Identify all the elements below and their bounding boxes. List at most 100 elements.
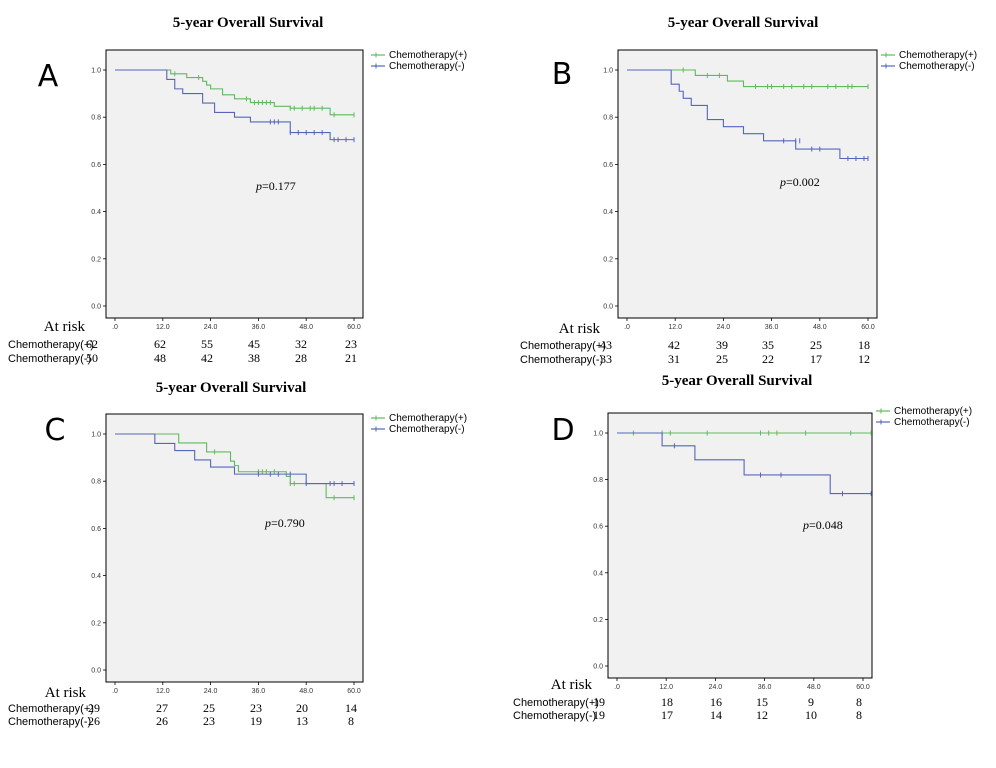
at-risk-count: 19 <box>593 708 605 722</box>
at-risk-count: 13 <box>296 714 308 728</box>
p-value-number: =0.177 <box>262 179 296 193</box>
at-risk-count: 31 <box>668 352 680 366</box>
p-value-number: =0.048 <box>809 518 843 532</box>
x-tick-label: .0 <box>112 688 118 695</box>
x-tick-label: 48.0 <box>813 324 827 331</box>
x-tick-label: 60.0 <box>856 684 870 691</box>
at-risk-count: 23 <box>345 337 357 351</box>
p-value: p=0.002 <box>779 175 820 189</box>
chemo-plus-curve <box>115 433 354 499</box>
x-tick-label: 36.0 <box>765 324 779 331</box>
chart-title: 5-year Overall Survival <box>156 380 307 396</box>
at-risk-group-label: Chemotherapy(-) <box>8 353 91 365</box>
at-risk-count: 15 <box>756 695 768 709</box>
at-risk-group-label: Chemotherapy(+) <box>520 340 606 352</box>
panel-d: 5-year Overall Survival D 0.0 0.2 0.4 0.6 0.8 1… <box>513 373 972 722</box>
panel-letter: C <box>45 413 66 448</box>
y-tick-label: 0.4 <box>91 209 101 216</box>
plot-area <box>617 49 878 319</box>
y-tick-label: 1.0 <box>91 432 101 439</box>
at-risk-count: 14 <box>345 701 357 715</box>
chemo-minus-curve <box>115 433 354 485</box>
legend-label-chemo-minus: Chemotherapy(-) <box>894 417 970 428</box>
chemo-minus-curve <box>627 69 868 160</box>
legend-label-chemo-minus: Chemotherapy(-) <box>899 61 975 72</box>
x-tick-label: 60.0 <box>861 324 875 331</box>
p-value-symbol: p <box>802 518 809 532</box>
plot-area <box>105 413 364 683</box>
chart-title: 5-year Overall Survival <box>173 15 324 31</box>
at-risk-count: 18 <box>661 695 673 709</box>
at-risk-count: 28 <box>295 351 307 365</box>
y-tick-label: 0.2 <box>603 256 613 263</box>
x-tick-label: 48.0 <box>299 688 313 695</box>
p-value-symbol: p <box>264 516 271 530</box>
at-risk-count: 20 <box>296 701 308 715</box>
at-risk-count: 27 <box>156 701 168 715</box>
at-risk-count: 42 <box>668 338 680 352</box>
y-tick-label: 0.0 <box>91 668 101 675</box>
at-risk-count: 10 <box>805 708 817 722</box>
y-tick-label: 1.0 <box>593 431 603 438</box>
y-tick-label: 0.2 <box>593 617 603 624</box>
at-risk-count: 8 <box>856 695 862 709</box>
at-risk-count: 39 <box>716 338 728 352</box>
p-value-number: =0.790 <box>271 516 305 530</box>
y-tick-label: 0.6 <box>593 524 603 531</box>
x-tick-label: 60.0 <box>347 688 361 695</box>
x-tick-label: .0 <box>112 324 118 331</box>
x-tick-label: 48.0 <box>299 324 313 331</box>
chart-title: 5-year Overall Survival <box>668 15 819 31</box>
x-tick-label: 12.0 <box>659 684 673 691</box>
y-tick-label: 0.8 <box>593 477 603 484</box>
y-tick-label: 1.0 <box>91 68 101 75</box>
at-risk-count: 26 <box>156 714 168 728</box>
at-risk-count: 38 <box>248 351 260 365</box>
p-value-symbol: p <box>779 175 786 189</box>
at-risk-count: 50 <box>86 351 98 365</box>
panel-letter: D <box>551 413 574 448</box>
at-risk-group-label: Chemotherapy(+) <box>8 703 94 715</box>
at-risk-group-label: Chemotherapy(-) <box>520 354 603 366</box>
x-tick-label: 36.0 <box>252 324 266 331</box>
p-value: p=0.177 <box>255 179 296 193</box>
at-risk-label: At risk <box>559 321 601 337</box>
x-tick-label: 12.0 <box>156 324 170 331</box>
at-risk-count: 22 <box>762 352 774 366</box>
y-tick-label: 0.6 <box>603 162 613 169</box>
x-tick-label: 12.0 <box>668 324 682 331</box>
at-risk-count: 12 <box>858 352 870 366</box>
at-risk-label: At risk <box>44 319 86 335</box>
panel-letter: B <box>552 57 573 92</box>
at-risk-label: At risk <box>45 685 87 701</box>
x-tick-label: 24.0 <box>204 688 218 695</box>
x-tick-label: 24.0 <box>204 324 218 331</box>
legend-label-chemo-minus: Chemotherapy(-) <box>389 424 465 435</box>
at-risk-count: 17 <box>661 708 673 722</box>
legend-label-chemo-plus: Chemotherapy(+) <box>899 50 977 61</box>
x-tick-label: 24.0 <box>717 324 731 331</box>
y-tick-label: 1.0 <box>603 68 613 75</box>
at-risk-count: 62 <box>86 337 98 351</box>
at-risk-count: 18 <box>858 338 870 352</box>
at-risk-count: 23 <box>250 701 262 715</box>
at-risk-count: 25 <box>716 352 728 366</box>
y-tick-label: 0.4 <box>593 570 603 577</box>
panel-c: 5-year Overall Survival C 0.0 0.2 0.4 0.6 0.8 1… <box>8 380 467 728</box>
x-tick-label: 36.0 <box>252 688 266 695</box>
at-risk-count: 35 <box>762 338 774 352</box>
at-risk-count: 8 <box>348 714 354 728</box>
at-risk-group-label: Chemotherapy(+) <box>8 339 94 351</box>
legend-label-chemo-plus: Chemotherapy(+) <box>389 413 467 424</box>
p-value-symbol: p <box>255 179 262 193</box>
y-tick-label: 0.0 <box>593 664 603 671</box>
y-tick-label: 0.6 <box>91 526 101 533</box>
x-tick-label: 12.0 <box>156 688 170 695</box>
y-tick-label: 0.6 <box>91 162 101 169</box>
at-risk-count: 19 <box>593 695 605 709</box>
at-risk-label: At risk <box>551 677 593 693</box>
at-risk-count: 25 <box>810 338 822 352</box>
at-risk-count: 17 <box>810 352 822 366</box>
at-risk-count: 32 <box>295 337 307 351</box>
